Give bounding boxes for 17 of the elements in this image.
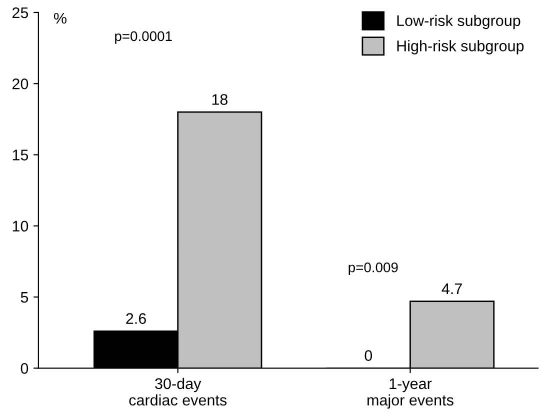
legend-label: Low-risk subgroup: [397, 14, 520, 30]
y-tick-label: 20: [12, 78, 28, 90]
data-label: 4.7: [442, 283, 462, 294]
y-tick-label: 15: [12, 150, 28, 160]
y-tick-label: 0: [20, 363, 28, 374]
annotation: p=0.0001: [115, 31, 172, 44]
annotation: p=0.009: [348, 262, 398, 276]
x-tick-label: 1-year major events: [368, 378, 454, 409]
data-label: 2.6: [126, 313, 146, 324]
data-label: 0: [364, 350, 372, 361]
x-tick-label: 30-day cardiac events: [129, 378, 227, 406]
y-tick-label: 10: [12, 220, 28, 232]
y-axis-title: %: [54, 12, 66, 24]
legend-label: High-risk subgroup: [397, 40, 524, 54]
y-tick-label: 25: [12, 7, 28, 18]
y-tick-label: 5: [20, 292, 28, 303]
data-label: 18: [212, 94, 228, 105]
